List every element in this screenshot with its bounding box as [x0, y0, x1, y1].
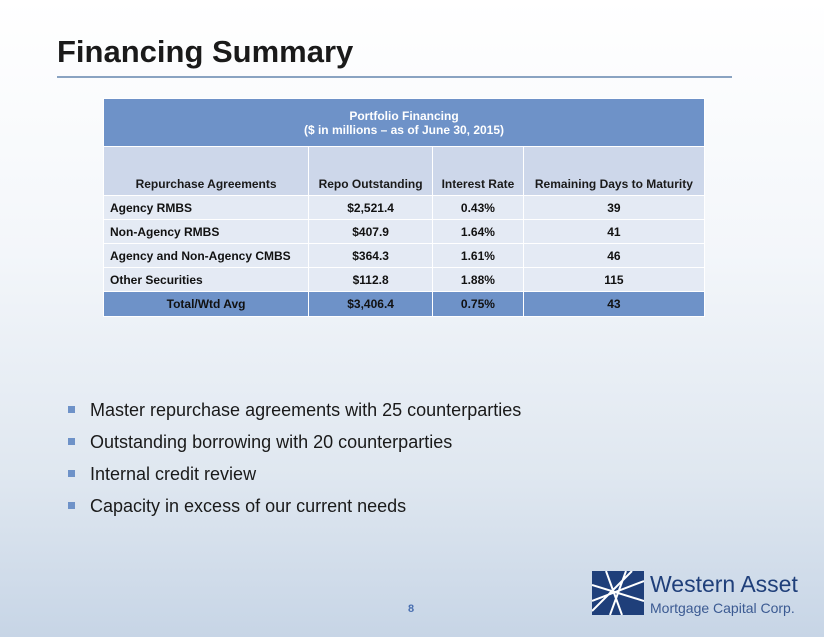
total-cell: 0.75% — [432, 291, 524, 317]
table-cell: $112.8 — [308, 267, 434, 292]
table-cell: 41 — [522, 219, 706, 244]
title: Financing Summary — [57, 34, 354, 69]
logo-subname: Mortgage Capital Corp. — [650, 600, 795, 616]
column-header: Remaining Days to Maturity — [522, 146, 706, 196]
bullet-list: Master repurchase agreements with 25 cou… — [68, 400, 521, 528]
table-cell: 46 — [522, 243, 706, 268]
caption-line: ($ in millions – as of June 30, 2015) — [303, 122, 505, 137]
logo-mark — [592, 571, 644, 615]
table-row: Agency RMBS $2,521.4 0.43% 39 — [102, 195, 706, 220]
table-cell: $364.3 — [308, 243, 434, 268]
total-cell: 43 — [522, 291, 706, 317]
table-cell: $407.9 — [308, 219, 434, 244]
total-cell: $3,406.4 — [308, 291, 434, 317]
bullet: Internal credit review — [68, 464, 521, 485]
bullet: Outstanding borrowing with 20 counterpar… — [68, 432, 521, 453]
table-caption: Portfolio Financing ($ in millions – as o… — [103, 98, 705, 147]
logo-name: Western Asset — [650, 571, 798, 597]
table-cell: 115 — [522, 267, 706, 292]
table-cell: Non-Agency RMBS — [102, 219, 310, 244]
total-cell: Total/Wtd Avg — [102, 291, 310, 317]
table-row: Non-Agency RMBS $407.9 1.64% 41 — [102, 219, 706, 244]
table-row: Other Securities $112.8 1.88% 115 — [102, 267, 706, 292]
title-rule — [57, 76, 732, 78]
table-cell: Other Securities — [102, 267, 310, 292]
caption-row: Portfolio Financing ($ in millions – as o… — [103, 98, 705, 147]
bullet: Capacity in excess of our current needs — [68, 496, 521, 517]
table-cell: 39 — [522, 195, 706, 220]
table-cell: 1.64% — [432, 219, 524, 244]
table-cell: 1.61% — [432, 243, 524, 268]
table-cell: 1.88% — [432, 267, 524, 292]
column-header: Repo Outstanding — [308, 146, 434, 196]
caption-line: Portfolio Financing — [349, 108, 459, 123]
column-header-row: Repurchase Agreements Repo Outstanding Int… — [102, 146, 706, 196]
table-cell: Agency and Non-Agency CMBS — [102, 243, 310, 268]
page-number: 8 — [408, 603, 415, 615]
total-row: Total/Wtd Avg $3,406.4 0.75% 43 — [102, 291, 706, 317]
table-cell: Agency RMBS — [102, 195, 310, 220]
column-header: Interest Rate — [432, 146, 524, 196]
bullet: Master repurchase agreements with 25 cou… — [68, 400, 521, 421]
financing-table: Portfolio Financing ($ in millions – as o… — [102, 98, 706, 317]
table-row: Agency and Non-Agency CMBS $364.3 1.61% 46 — [102, 243, 706, 268]
column-header: Repurchase Agreements — [102, 146, 310, 196]
table-cell: 0.43% — [432, 195, 524, 220]
table-cell: $2,521.4 — [308, 195, 434, 220]
